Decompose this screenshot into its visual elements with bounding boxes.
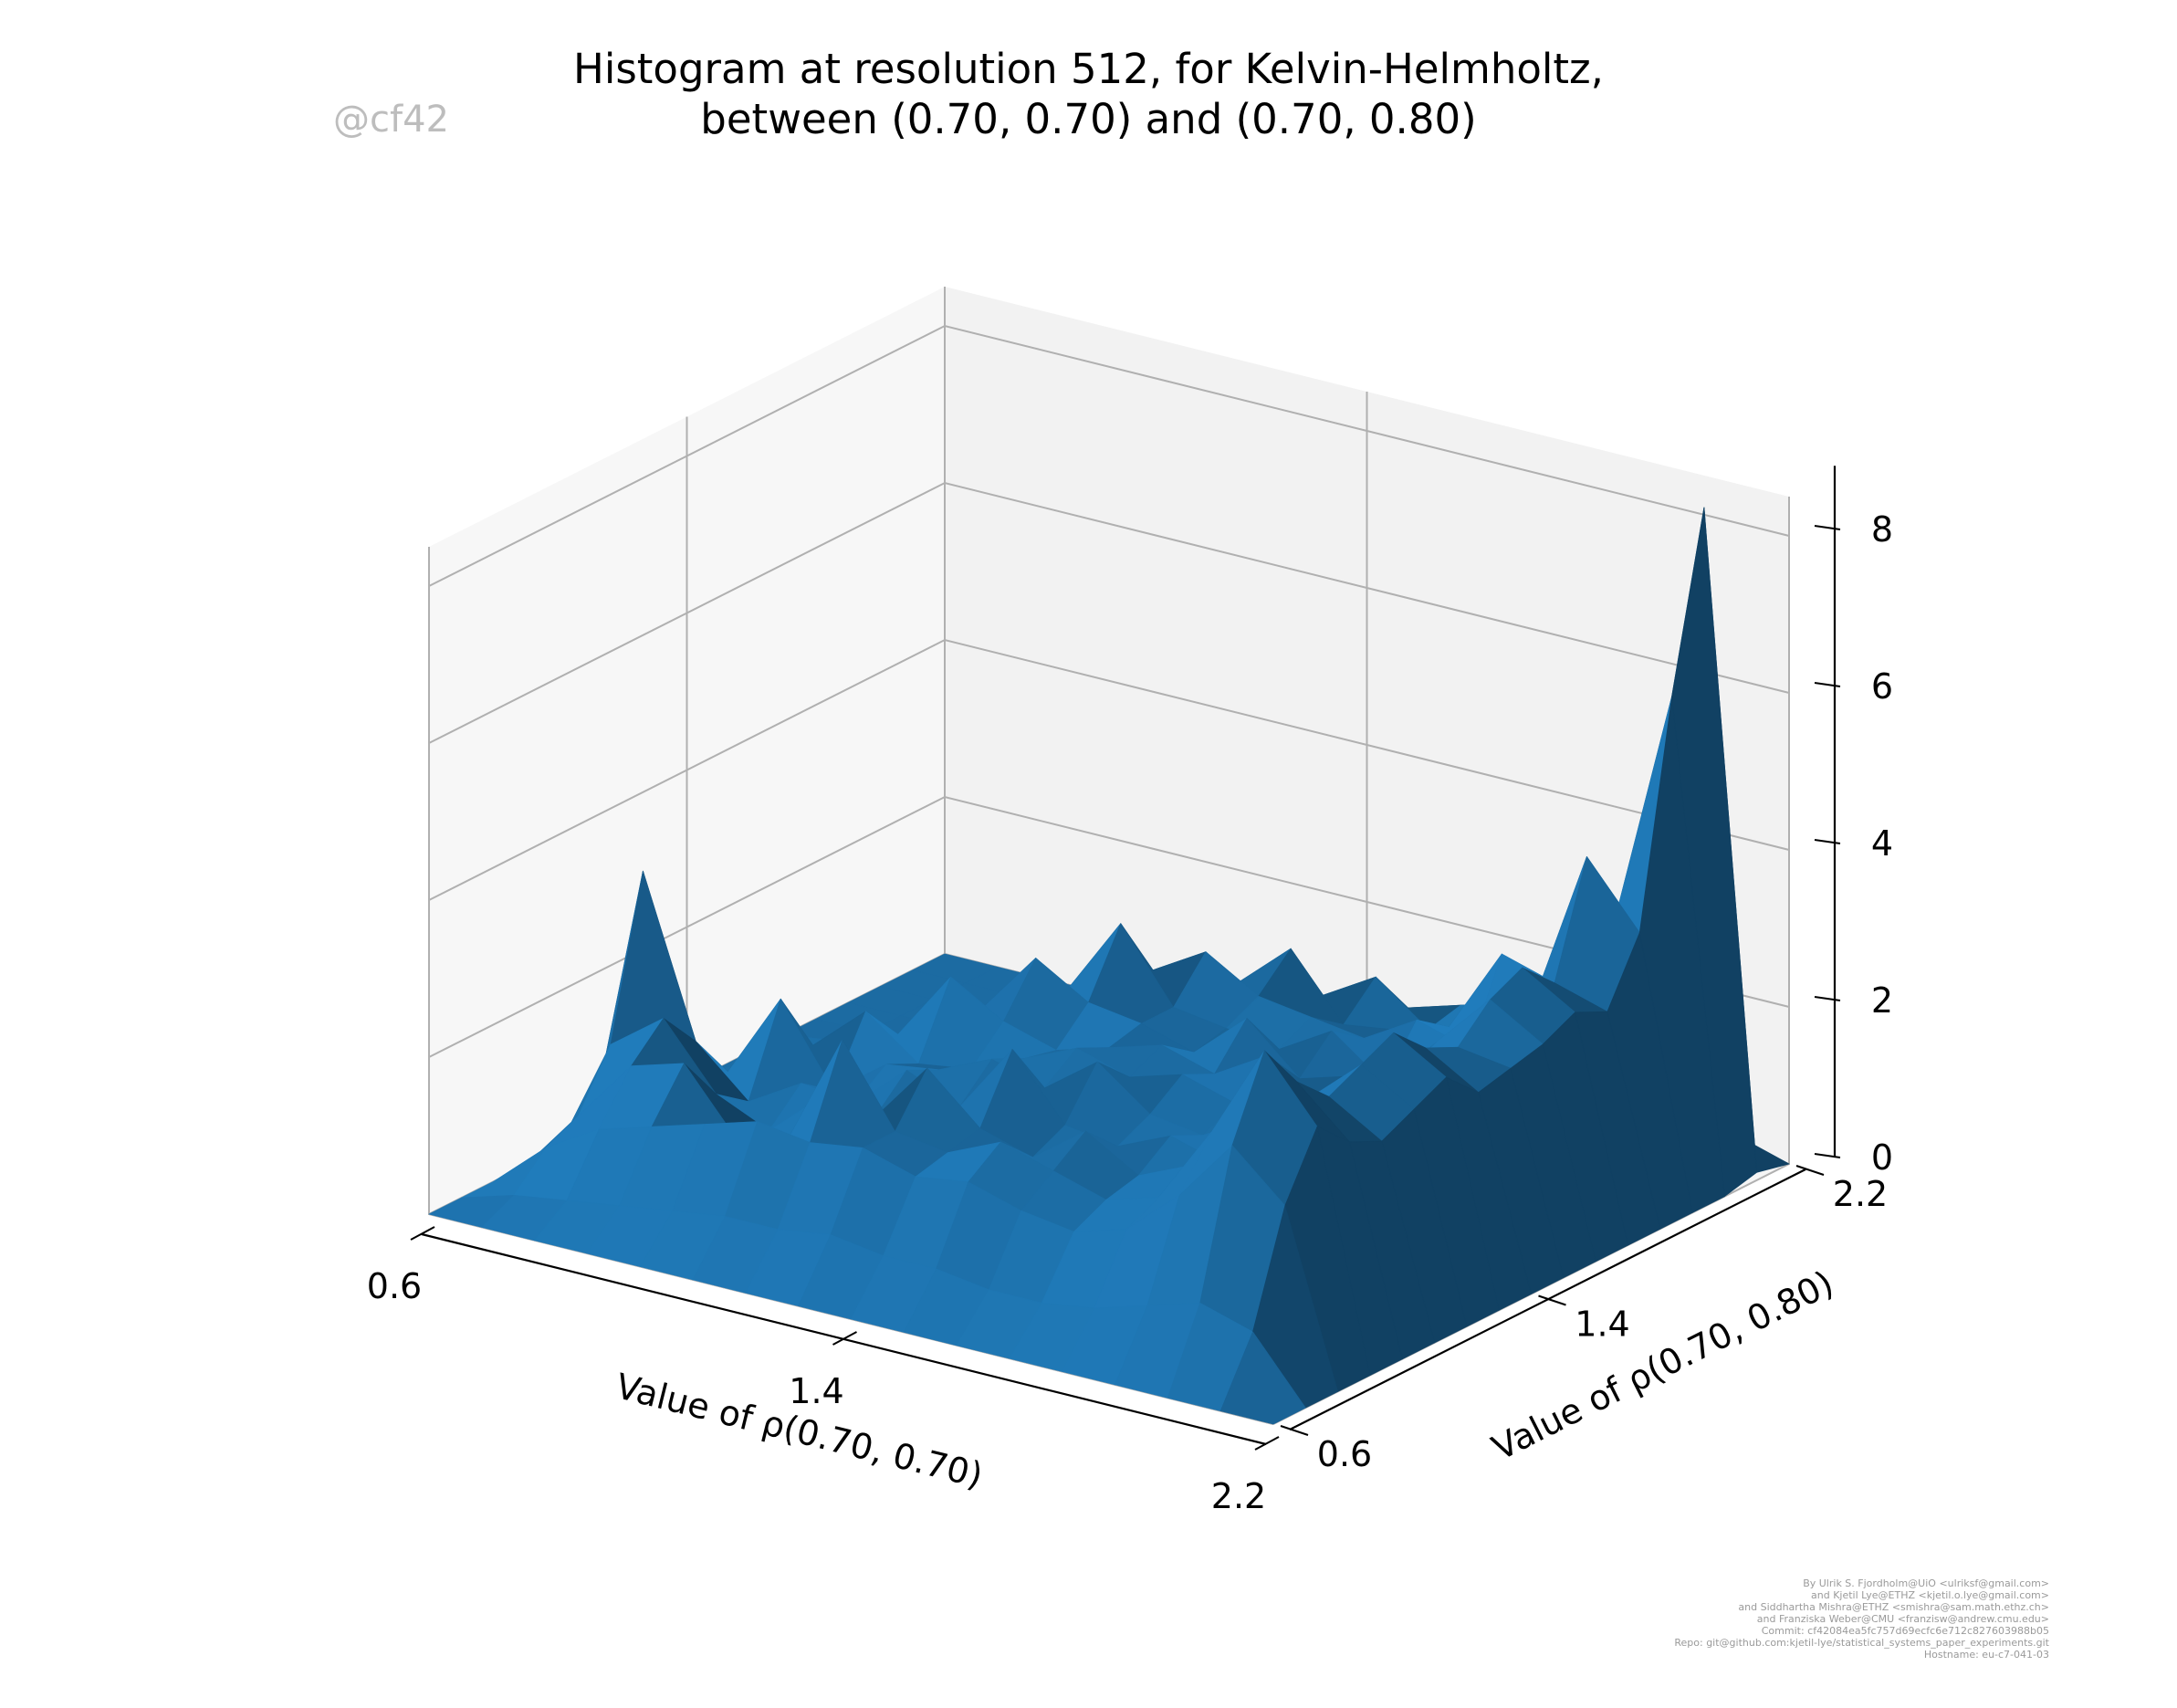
y-tick bbox=[1795, 1165, 1825, 1176]
credits-line: Commit: cf42084ea5fc757d69ecfc6e712c8276… bbox=[1761, 1625, 2049, 1637]
z-tick bbox=[1814, 996, 1841, 1001]
z-tick bbox=[1814, 682, 1841, 687]
credits-line: By Ulrik S. Fjordholm@UiO <ulriksf@gmail… bbox=[1803, 1577, 2049, 1589]
z-tick bbox=[1814, 1153, 1841, 1158]
y-tick-label: 0.6 bbox=[1317, 1434, 1372, 1474]
chart-title: Histogram at resolution 512, for Kelvin-… bbox=[0, 44, 2177, 144]
surface-mesh bbox=[428, 507, 1790, 1425]
credits-line: Hostname: eu-c7-041-03 bbox=[1923, 1649, 2049, 1661]
y-tick bbox=[1538, 1294, 1566, 1306]
z-tick-label: 0 bbox=[1871, 1137, 1893, 1178]
chart-title-line-1: Histogram at resolution 512, for Kelvin-… bbox=[573, 45, 1604, 93]
watermark: @cf42 bbox=[333, 99, 449, 141]
chart-title-line-2: between (0.70, 0.70) and (0.70, 0.80) bbox=[700, 95, 1477, 143]
z-tick bbox=[1814, 525, 1841, 530]
z-tick-label: 8 bbox=[1871, 509, 1893, 550]
z-tick-label: 2 bbox=[1871, 980, 1893, 1021]
z-tick bbox=[1814, 839, 1841, 844]
credits-block: By Ulrik S. Fjordholm@UiO <ulriksf@gmail… bbox=[1674, 1577, 2049, 1661]
credits-line: and Franziska Weber@CMU <franzisw@andrew… bbox=[1756, 1613, 2049, 1625]
credits-line: and Kjetil Lye@ETHZ <kjetil.o.lye@gmail.… bbox=[1811, 1589, 2049, 1601]
y-axis-title: Value of ρ(0.70, 0.80) bbox=[1486, 1263, 1840, 1468]
x-tick-label: 2.2 bbox=[1211, 1476, 1266, 1516]
credits-line: and Siddhartha Mishra@ETHZ <smishra@sam.… bbox=[1738, 1601, 2049, 1613]
credits-line: Repo: git@github.com:kjetil-lye/statisti… bbox=[1674, 1637, 2049, 1649]
x-tick bbox=[1254, 1436, 1280, 1451]
y-tick bbox=[1280, 1425, 1309, 1436]
z-tick-label: 4 bbox=[1871, 823, 1893, 864]
x-tick bbox=[832, 1331, 857, 1346]
x-tick bbox=[410, 1226, 435, 1241]
x-tick-label: 0.6 bbox=[367, 1266, 422, 1306]
y-tick-label: 2.2 bbox=[1833, 1174, 1888, 1214]
surface-facet bbox=[1219, 1331, 1306, 1425]
x-tick-label: 1.4 bbox=[789, 1371, 843, 1411]
y-tick-label: 1.4 bbox=[1575, 1305, 1629, 1345]
z-tick-label: 6 bbox=[1871, 666, 1893, 707]
